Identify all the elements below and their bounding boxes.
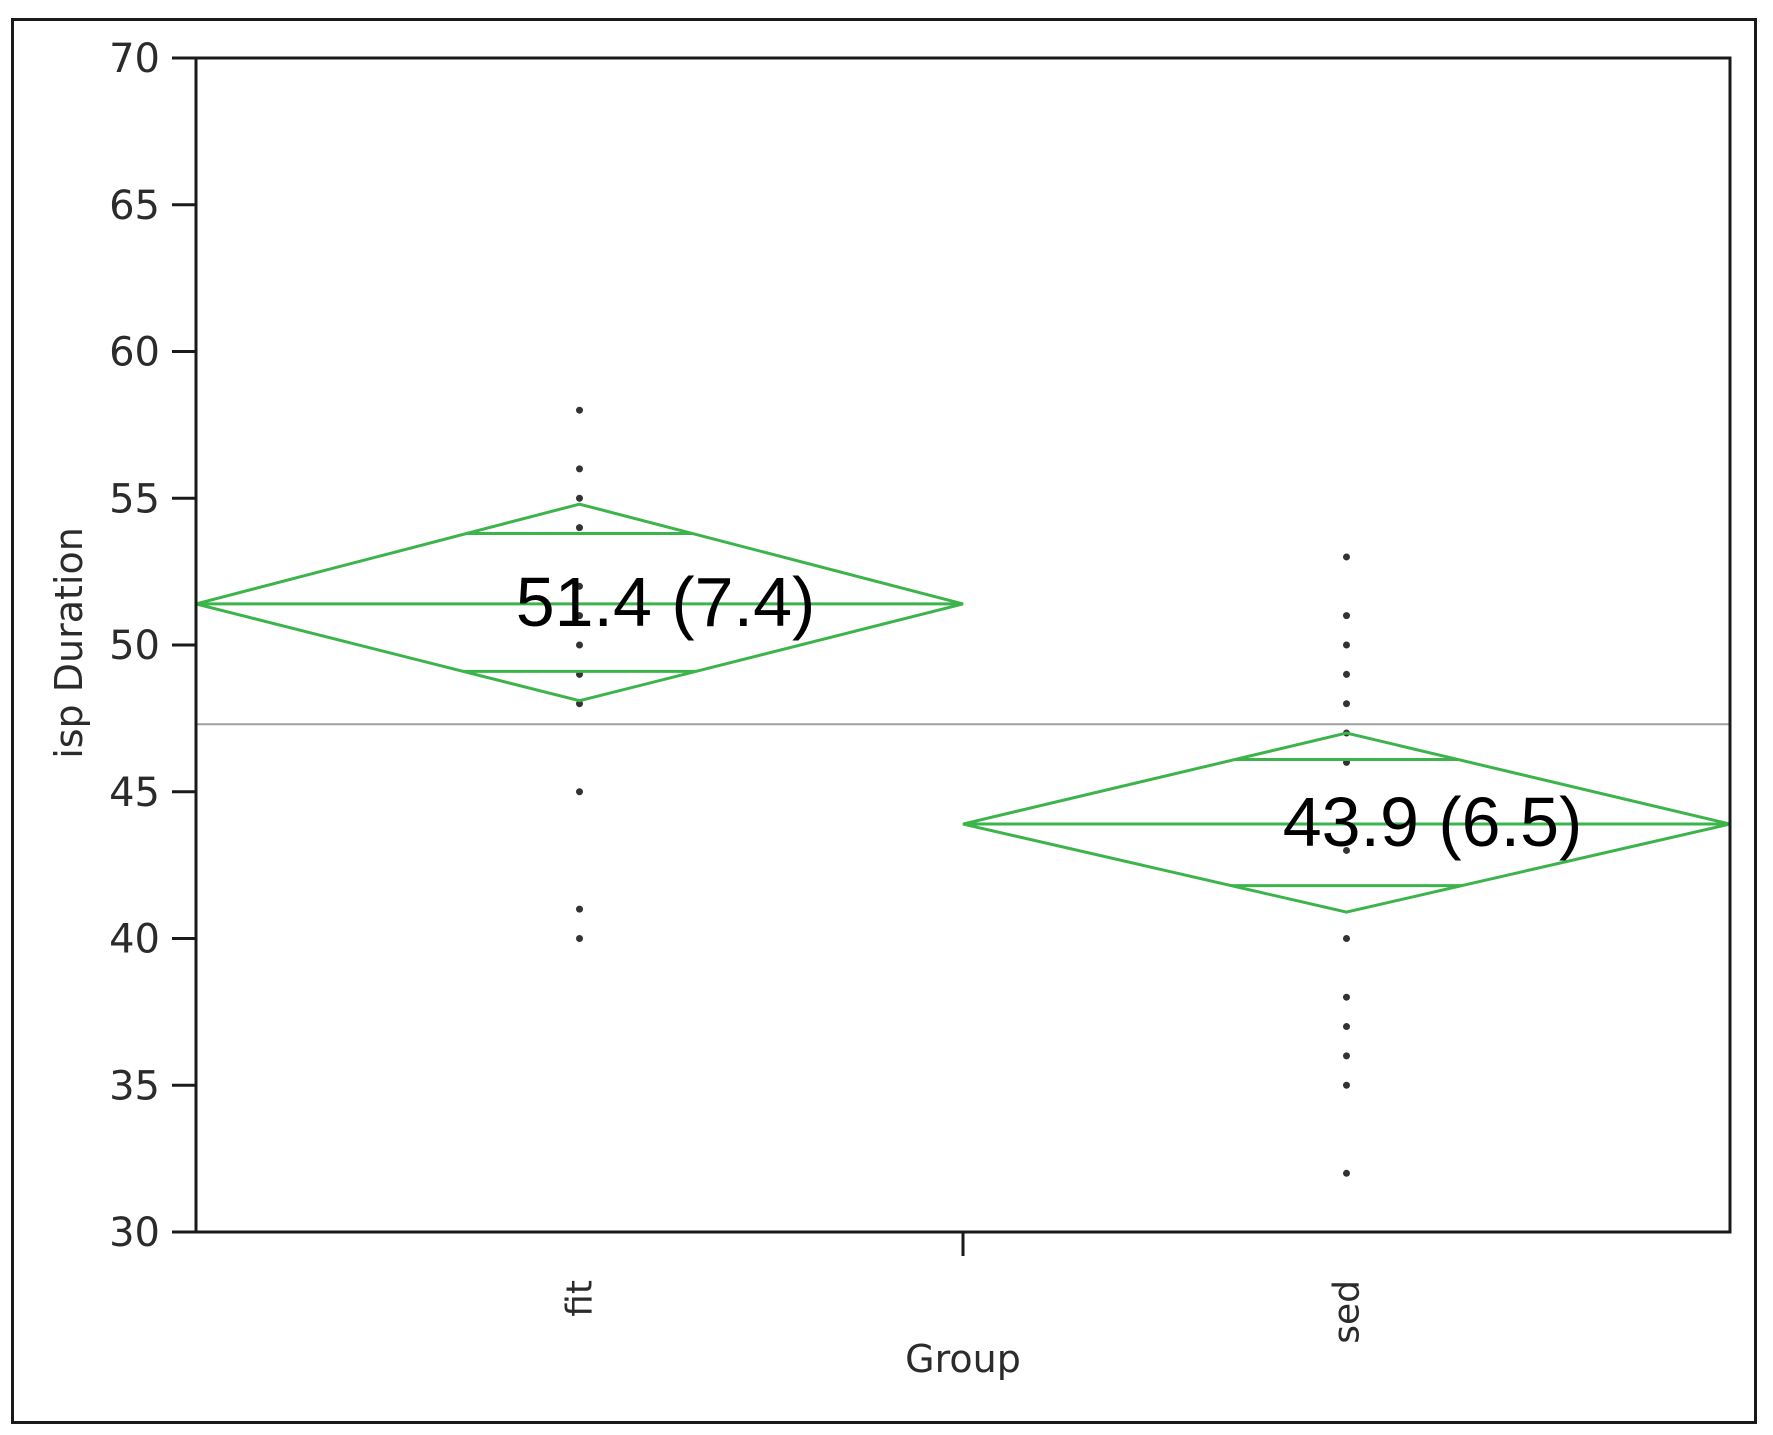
- data-point-fit: [576, 935, 583, 942]
- figure-frame: [11, 18, 1757, 1424]
- data-point-fit: [576, 465, 583, 473]
- y-tick-label: 40: [109, 917, 160, 963]
- data-point-sed: [1343, 1081, 1350, 1089]
- labels-layer: 30 35 40 45 50 55 60 65 70 fit 51.4 (7.4) sed 43.9 (…: [109, 36, 1582, 1344]
- data-point-sed: [1343, 641, 1350, 649]
- data-point-fit: [576, 700, 583, 708]
- data-point-sed: [1343, 670, 1350, 678]
- mean-annotation-fit: 51.4 (7.4): [516, 563, 816, 641]
- data-point-fit: [576, 406, 583, 414]
- y-tick-label: 70: [109, 36, 160, 82]
- data-point-fit: [576, 905, 583, 913]
- data-point-sed: [1343, 612, 1350, 620]
- data-point-fit: [576, 788, 583, 796]
- x-category-label-fit: fit: [560, 1280, 601, 1317]
- y-tick-label: 65: [109, 183, 160, 229]
- axes-layer: [172, 56, 965, 1256]
- data-point-sed: [1343, 553, 1350, 561]
- y-tick-label: 55: [109, 476, 160, 522]
- data-point-fit: [576, 582, 583, 590]
- y-tick-label: 30: [109, 1210, 160, 1256]
- data-point-sed: [1343, 993, 1350, 1001]
- data-point-sed: [1343, 1023, 1350, 1031]
- data-point-sed: [1343, 1052, 1350, 1060]
- data-point-sed: [1343, 935, 1350, 942]
- y-tick-label: 60: [109, 330, 160, 376]
- x-axis-title: Group: [905, 1337, 1021, 1381]
- data-point-sed: [1343, 846, 1350, 854]
- y-axis-title: isp Duration: [47, 527, 91, 759]
- data-point-fit: [576, 494, 583, 502]
- data-point-fit: [576, 524, 583, 532]
- mean-annotation-sed: 43.9 (6.5): [1283, 783, 1583, 861]
- y-tick-label: 50: [109, 623, 160, 669]
- data-point-sed: [1343, 1169, 1350, 1177]
- data-point-fit: [576, 612, 583, 620]
- data-point-fit: [576, 641, 583, 649]
- plot-area-border: [194, 56, 1732, 1234]
- y-tick-label: 45: [109, 770, 160, 816]
- data-point-sed: [1343, 700, 1350, 708]
- y-tick-label: 35: [109, 1063, 160, 1109]
- x-category-label-sed: sed: [1327, 1280, 1368, 1344]
- data-points-layer: [576, 406, 1350, 1177]
